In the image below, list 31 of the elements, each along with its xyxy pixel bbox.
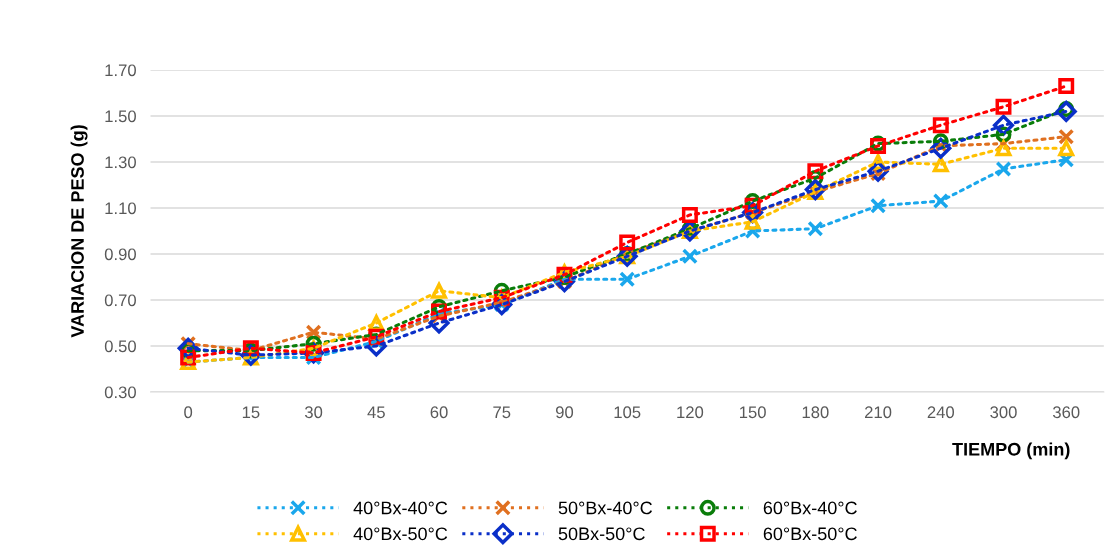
y-tick-label: 0.90	[104, 248, 136, 261]
legend-label: 40°Bx-40°C	[353, 501, 448, 515]
x-tick-label: 120	[677, 406, 704, 419]
legend-label: 60°Bx-50°C	[763, 527, 857, 541]
legend-label: 60°Bx-40°C	[763, 501, 857, 515]
x-tick-label: 240	[927, 406, 955, 419]
x-tick-label: 60	[430, 406, 448, 419]
x-tick-label: 210	[865, 406, 892, 419]
x-tick-label: 30	[304, 406, 323, 419]
y-tick-label: 1.30	[105, 156, 136, 169]
x-tick-label: 180	[802, 406, 829, 419]
y-tick-label: 1.50	[105, 110, 136, 123]
x-tick-label: 150	[739, 406, 766, 419]
y-tick-label: 0.70	[104, 294, 136, 307]
x-tick-label: 90	[555, 406, 574, 419]
x-tick-label: 45	[367, 406, 385, 419]
legend-label: 50Bx-50°C	[558, 527, 645, 541]
y-tick-label: 0.50	[104, 340, 136, 353]
x-tick-label: 15	[242, 406, 260, 419]
x-tick-label: 300	[990, 406, 1017, 419]
legend-label: 50°Bx-40°C	[558, 501, 653, 515]
legend-label: 40°Bx-50°C	[353, 527, 448, 541]
y-tick-label: 1.70	[105, 64, 136, 77]
y-tick-label: 0.30	[104, 386, 136, 399]
x-tick-label: 360	[1052, 406, 1080, 419]
x-tick-label: 105	[614, 406, 641, 419]
x-tick-label: 0	[184, 406, 193, 419]
y-axis-title: VARIACION DE PESO (g)	[70, 125, 88, 338]
x-axis-title: TIEMPO (min)	[952, 442, 1070, 460]
y-tick-label: 1.10	[105, 202, 136, 215]
x-tick-label: 75	[493, 406, 511, 419]
